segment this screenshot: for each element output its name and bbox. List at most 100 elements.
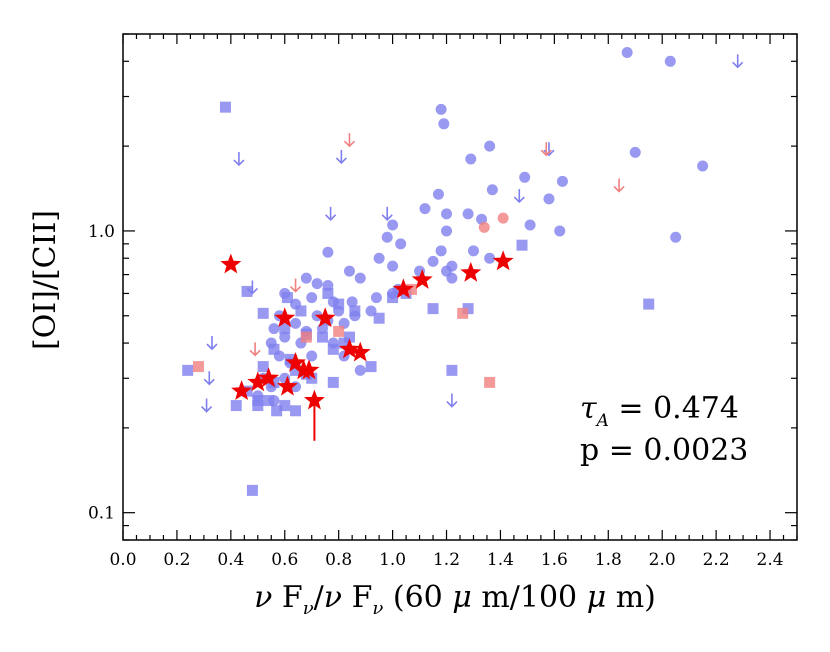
circle-point — [441, 225, 453, 237]
circle-point — [373, 252, 385, 264]
upper-limit-arrow — [613, 178, 625, 193]
circle-point — [629, 146, 641, 158]
square-point — [317, 331, 329, 343]
circle-point — [370, 292, 382, 304]
star-point — [276, 375, 298, 396]
square-point — [327, 343, 339, 355]
star-point — [492, 250, 514, 271]
p-value-annotation: p = 0.0023 — [580, 433, 748, 468]
circle-point — [465, 153, 477, 165]
square-point — [257, 361, 269, 373]
circle-point — [306, 292, 318, 304]
square-point — [457, 307, 469, 319]
square-point — [484, 376, 496, 388]
square-point — [338, 337, 350, 349]
y-tick-label: 1.0 — [88, 222, 115, 242]
square-point — [333, 325, 345, 337]
upper-limit-arrow — [513, 189, 525, 204]
red-stars — [220, 250, 514, 410]
star-point — [392, 278, 414, 299]
upper-limit-arrow — [246, 280, 258, 295]
square-point — [405, 283, 417, 295]
circle-point — [343, 265, 355, 277]
axis-ticks — [122, 33, 798, 541]
circle-point — [322, 246, 334, 258]
upper-limit-arrow — [381, 206, 393, 221]
circle-point — [419, 203, 431, 215]
circle-point — [432, 188, 444, 200]
circle-point — [697, 160, 709, 172]
y-tick-label: 0.1 — [88, 504, 115, 524]
circle-point — [435, 103, 447, 115]
circle-point — [279, 331, 291, 343]
square-point — [343, 331, 355, 343]
square-point — [322, 287, 334, 299]
upper-limit-arrow — [233, 152, 245, 167]
x-tick-label: 1.6 — [541, 550, 568, 570]
square-point — [290, 364, 302, 376]
square-point — [427, 303, 439, 315]
upper-limit-arrow — [289, 278, 302, 293]
star-point — [460, 261, 482, 282]
square-point — [516, 239, 528, 251]
circle-point — [268, 323, 280, 335]
circle-point — [556, 175, 568, 187]
circle-point — [395, 238, 407, 250]
upper-limit-head — [343, 140, 356, 148]
upper-limit-arrow — [446, 393, 458, 408]
square-point — [230, 400, 242, 412]
circle-point — [346, 296, 358, 308]
star-point — [411, 268, 433, 289]
square-point — [387, 292, 399, 304]
y-axis-title: [OI]/[CII] — [28, 210, 63, 350]
x-tick-label: 2.0 — [649, 550, 676, 570]
circle-point — [387, 219, 399, 231]
star-point — [220, 253, 242, 274]
star-point — [285, 351, 307, 372]
red-squares — [192, 283, 496, 388]
star-point — [339, 338, 360, 359]
upper-limit-head — [513, 196, 525, 204]
circle-point — [664, 55, 676, 67]
chart-marks — [182, 46, 744, 496]
circle-point — [438, 118, 450, 130]
square-point — [257, 307, 269, 319]
star-point — [231, 380, 253, 401]
circle-point — [354, 272, 366, 284]
circle-point — [484, 140, 496, 152]
circle-point — [519, 171, 531, 183]
square-point — [192, 361, 204, 373]
upper-limit-head — [206, 343, 218, 351]
star-point — [314, 307, 336, 328]
square-point — [271, 405, 283, 417]
circle-point — [484, 252, 496, 264]
circle-point — [311, 278, 323, 290]
square-point — [219, 101, 231, 113]
star-point — [258, 367, 280, 388]
star-point — [247, 371, 269, 392]
x-tick-label: 0.6 — [271, 550, 298, 570]
x-tick-label: 1.2 — [433, 550, 460, 570]
x-tick-label: 1.4 — [487, 550, 514, 570]
circle-point — [467, 245, 479, 257]
upper-limit-arrow — [201, 398, 213, 413]
circle-point — [435, 245, 447, 257]
upper-limit-head — [203, 378, 215, 386]
upper-limit-arrow — [325, 206, 337, 221]
square-point — [295, 305, 307, 317]
upper-limit-head — [201, 406, 213, 413]
circle-point — [427, 255, 439, 267]
x-tick-label: 1.8 — [595, 550, 622, 570]
square-point — [279, 323, 291, 335]
square-point — [300, 331, 312, 343]
circle-point — [300, 272, 312, 284]
circle-point — [306, 350, 318, 362]
square-point — [281, 292, 293, 304]
square-point — [446, 364, 458, 376]
blue-upper-limits — [201, 54, 744, 413]
circle-point — [543, 193, 555, 205]
upper-limit-arrow — [335, 149, 347, 165]
square-point — [327, 376, 339, 388]
square-point — [252, 400, 264, 412]
